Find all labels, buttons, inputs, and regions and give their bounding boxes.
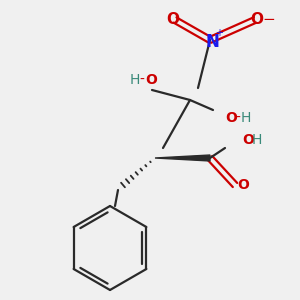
Text: N: N (205, 33, 219, 51)
Text: H: H (252, 133, 262, 147)
Text: O: O (237, 178, 249, 192)
Text: -: - (139, 73, 144, 87)
Text: −: − (262, 13, 275, 28)
Text: O: O (250, 13, 263, 28)
Text: H: H (241, 111, 251, 125)
Polygon shape (155, 155, 210, 161)
Text: O: O (167, 13, 179, 28)
Text: -: - (235, 111, 240, 125)
Text: H: H (130, 73, 140, 87)
Text: O: O (242, 133, 254, 147)
Text: +: + (215, 28, 223, 38)
Text: O: O (225, 111, 237, 125)
Text: O: O (145, 73, 157, 87)
